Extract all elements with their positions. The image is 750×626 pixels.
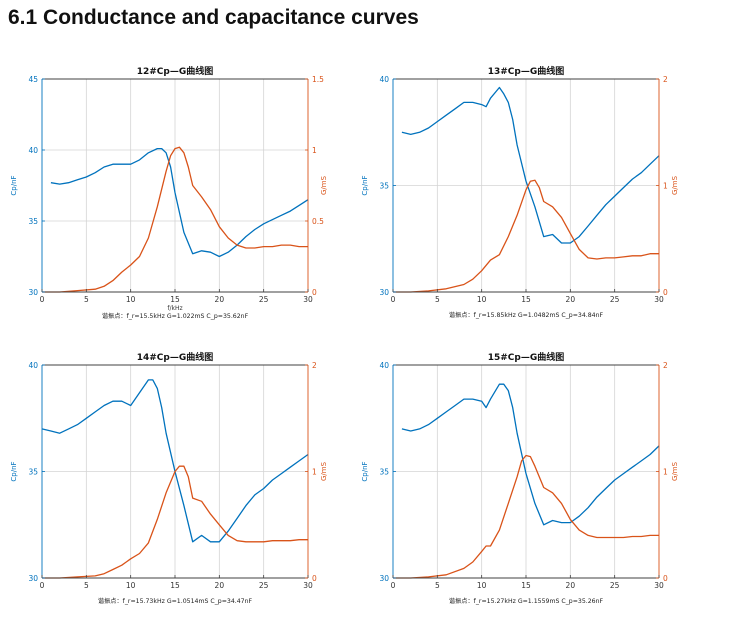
x-tick-label: 5: [435, 581, 440, 590]
y-right-tick-label: 0: [312, 574, 317, 583]
x-tick-label: 25: [610, 581, 620, 590]
page-heading: 6.1 Conductance and capacitance curves: [8, 6, 419, 29]
x-tick-label: 25: [259, 581, 269, 590]
y-right-tick-label: 1.5: [312, 75, 324, 84]
y-right-tick-label: 2: [663, 75, 668, 84]
x-tick-label: 10: [126, 581, 136, 590]
y-left-tick-label: 45: [28, 75, 38, 84]
y-right-tick-label: 0: [312, 288, 317, 297]
y-left-tick-label: 40: [28, 146, 38, 155]
x-tick-label: 15: [170, 295, 180, 304]
x-tick-label: 25: [610, 295, 620, 304]
x-tick-label: 5: [84, 581, 89, 590]
y-right-tick-label: 0: [663, 574, 668, 583]
y-left-label: Cp/nF: [361, 461, 369, 481]
x-tick-label: 30: [303, 295, 313, 304]
x-tick-label: 30: [654, 295, 664, 304]
x-tick-label: 20: [215, 581, 225, 590]
y-left-label: Cp/nF: [361, 175, 369, 195]
y-right-tick-label: 2: [312, 361, 317, 370]
chart-title: 14#Cp—G曲线图: [137, 351, 214, 363]
chart-title: 13#Cp—G曲线图: [488, 65, 565, 77]
y-left-label: Cp/nF: [10, 461, 18, 481]
y-right-tick-label: 0: [663, 288, 668, 297]
chart-panel-4: 0 5 10 15 20 25 30 30 35 40 0 1 2 15#Cp—G曲线图 Cp/nF G/mS…: [361, 351, 679, 605]
x-tick-label: 30: [654, 581, 664, 590]
y-right-tick-label: 1: [312, 146, 317, 155]
series-line-g: [42, 146, 308, 293]
x-tick-label: 0: [40, 581, 45, 590]
series-line-cp: [50, 147, 309, 258]
y-right-label: G/mS: [671, 461, 679, 481]
x-axis-label: f/kHz: [167, 305, 182, 312]
x-tick-label: 5: [84, 295, 89, 304]
x-tick-label: 10: [477, 581, 487, 590]
x-tick-label: 10: [126, 295, 136, 304]
x-tick-label: 30: [303, 581, 313, 590]
resonance-caption: 谐振点：f_r=15.85kHz G=1.0482mS C_p=34.84nF: [449, 311, 604, 319]
x-tick-label: 20: [566, 295, 576, 304]
chart-title: 12#Cp—G曲线图: [137, 65, 214, 77]
x-tick-label: 0: [40, 295, 45, 304]
series-line-g: [393, 179, 659, 293]
series-line-g: [42, 465, 308, 579]
y-left-tick-label: 35: [379, 182, 389, 191]
series-line-g: [393, 454, 659, 579]
chart-panel-1: 0 5 10 15 20 25 30 30 35 40 45 0 0.5 1 1.5 12#Cp—G曲线图 Cp…: [10, 65, 328, 320]
y-right-tick-label: 1: [312, 468, 317, 477]
x-tick-label: 5: [435, 295, 440, 304]
chart-panel-3: 0 5 10 15 20 25 30 30 35 40 0 1 2 14#Cp—G曲线图 Cp/nF G/mS…: [10, 351, 328, 605]
y-right-label: G/mS: [320, 461, 328, 481]
y-right-label: G/mS: [320, 175, 328, 195]
x-tick-label: 25: [259, 295, 269, 304]
resonance-caption: 谐振点：f_r=15.5kHz G=1.022mS C_p=35.62nF: [102, 312, 249, 320]
y-left-tick-label: 35: [28, 468, 38, 477]
x-tick-label: 20: [566, 581, 576, 590]
series-line-cp: [41, 379, 309, 543]
x-tick-label: 20: [215, 295, 225, 304]
y-left-tick-label: 40: [379, 75, 389, 84]
y-left-tick-label: 30: [28, 574, 38, 583]
y-right-tick-label: 2: [663, 361, 668, 370]
x-tick-label: 0: [391, 295, 396, 304]
x-tick-label: 15: [521, 295, 531, 304]
chart-panel-2: 0 5 10 15 20 25 30 30 35 40 0 1 2 13#Cp—G曲线图 Cp/nF G/mS…: [361, 65, 679, 319]
x-tick-label: 0: [391, 581, 396, 590]
y-right-tick-label: 1: [663, 468, 668, 477]
series-line-cp: [401, 86, 660, 244]
y-left-tick-label: 30: [379, 574, 389, 583]
resonance-caption: 谐振点：f_r=15.27kHz G=1.1559mS C_p=35.26nF: [449, 597, 604, 605]
x-tick-label: 10: [477, 295, 487, 304]
y-left-tick-label: 40: [379, 361, 389, 370]
y-left-tick-label: 40: [28, 361, 38, 370]
series-line-cp: [401, 383, 660, 526]
x-tick-label: 15: [521, 581, 531, 590]
y-left-tick-label: 35: [28, 217, 38, 226]
y-right-label: G/mS: [671, 175, 679, 195]
resonance-caption: 谐振点：f_r=15.73kHz G=1.0514mS C_p=34.47nF: [98, 597, 253, 605]
chart-title: 15#Cp—G曲线图: [488, 351, 565, 363]
y-left-tick-label: 30: [28, 288, 38, 297]
y-right-tick-label: 1: [663, 182, 668, 191]
y-left-tick-label: 30: [379, 288, 389, 297]
y-right-tick-label: 0.5: [312, 217, 324, 226]
y-left-label: Cp/nF: [10, 175, 18, 195]
y-left-tick-label: 35: [379, 468, 389, 477]
x-tick-label: 15: [170, 581, 180, 590]
